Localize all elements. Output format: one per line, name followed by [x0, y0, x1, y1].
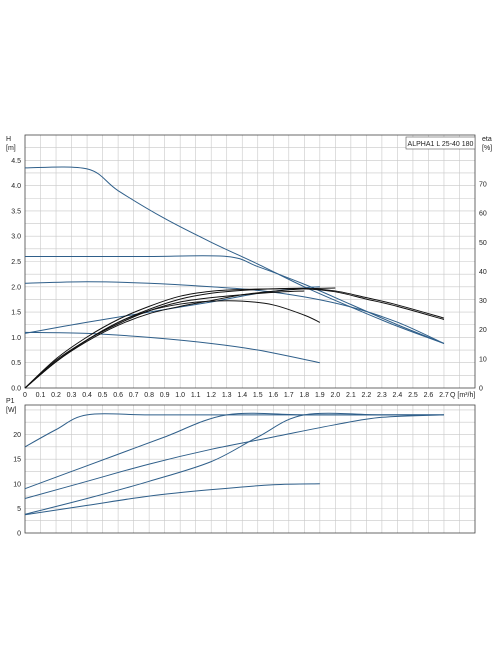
- power-curve-2: [24, 412, 444, 490]
- y2-tick-label-eta: 70: [479, 181, 487, 188]
- x-tick-label: 1.5: [253, 392, 263, 399]
- x-tick-label: 1.0: [175, 392, 185, 399]
- y-tick-label-power: 20: [13, 432, 21, 439]
- x-tick-label: 0.8: [144, 392, 154, 399]
- x-tick-label: 0.1: [36, 392, 46, 399]
- x-tick-label: 0: [23, 392, 27, 399]
- model-label: ALPHA1 L 25-40 180: [408, 141, 474, 148]
- bottom-plot-grid: [25, 405, 475, 533]
- y-tick-label-power: 5: [17, 506, 21, 513]
- x-tick-label: 2.5: [408, 392, 418, 399]
- y2-axis-label-eta: eta [%]: [482, 136, 492, 152]
- head-curve-2: [25, 255, 445, 344]
- y-tick-label-head: 0.0: [11, 386, 21, 393]
- eta-curve-9: [24, 300, 321, 389]
- y-tick-label-head: 2.5: [11, 259, 21, 266]
- power-curve-5: [24, 483, 320, 516]
- y-tick-label-power: 0: [17, 531, 21, 538]
- x-tick-label: 0.9: [160, 392, 170, 399]
- y-axis-label-power: P1 [W]: [6, 398, 17, 414]
- power-curve-1: [24, 413, 444, 448]
- top-plot-grid: [25, 135, 475, 388]
- head-curve-4: [24, 286, 320, 334]
- y2-tick-label-eta: 30: [479, 298, 487, 305]
- head-curve-5: [24, 331, 320, 364]
- eta-curve-8: [24, 290, 305, 389]
- top-plot-frame: [24, 134, 476, 389]
- x-tick-label: 0.2: [51, 392, 61, 399]
- y2-tick-label-eta: 60: [479, 211, 487, 218]
- y-tick-label-power: 10: [13, 481, 21, 488]
- y-tick-label-head: 1.0: [11, 335, 21, 342]
- x-tick-label: 0.3: [67, 392, 77, 399]
- y2-tick-label-eta: 0: [479, 386, 483, 393]
- x-tick-label: 1.6: [268, 392, 278, 399]
- x-tick-label: 1.8: [299, 392, 309, 399]
- head-curve-3: [24, 281, 445, 344]
- y-tick-label-head: 1.5: [11, 310, 21, 317]
- y2-tick-label-eta: 40: [479, 269, 487, 276]
- y-tick-label-head: 2.0: [11, 284, 21, 291]
- x-tick-label: 2.7: [439, 392, 449, 399]
- y-tick-label-head: 3.0: [11, 234, 21, 241]
- x-tick-label: 0.5: [98, 392, 108, 399]
- axis-ticks: 0 0.1 0.2 0.3 0.4 0.5 0.6 0.7 0.8 0.9 1.0 1.1 1.2 1.3…: [11, 158, 487, 538]
- eta-curve-7: [24, 287, 445, 389]
- y2-tick-label-eta: 50: [479, 240, 487, 247]
- x-tick-label: 1.9: [315, 392, 325, 399]
- x-tick-label: 2.1: [346, 392, 356, 399]
- bottom-plot-curves: [24, 412, 444, 516]
- y-tick-label-power: 15: [13, 457, 21, 464]
- x-tick-label: 2.4: [393, 392, 403, 399]
- x-tick-label: 2.0: [330, 392, 340, 399]
- x-axis-label: Q [m³/h]: [450, 392, 475, 399]
- x-tick-label: 2.2: [362, 392, 372, 399]
- y-axis-label-head: H [m]: [6, 136, 16, 152]
- x-tick-label: 0.6: [113, 392, 123, 399]
- power-curve-4: [24, 412, 444, 515]
- top-plot-curves: [24, 166, 445, 389]
- x-tick-label: 1.7: [284, 392, 294, 399]
- y-tick-label-head: 4.5: [11, 158, 21, 165]
- x-tick-label: 0.4: [82, 392, 92, 399]
- x-tick-label: 2.6: [424, 392, 434, 399]
- bottom-plot-frame: [24, 404, 476, 534]
- x-tick-label: 2.3: [377, 392, 387, 399]
- y2-tick-label-eta: 10: [479, 356, 487, 363]
- y-tick-label-head: 3.5: [11, 208, 21, 215]
- head-curve-1: [24, 166, 445, 344]
- x-tick-label: 1.3: [222, 392, 232, 399]
- eta-curve-6: [24, 288, 445, 389]
- x-tick-label: 1.4: [237, 392, 247, 399]
- power-curve-3: [24, 414, 444, 500]
- y2-tick-label-eta: 20: [479, 327, 487, 334]
- y-tick-label-head: 0.5: [11, 360, 21, 367]
- x-tick-label: 1.1: [191, 392, 201, 399]
- y-tick-label-head: 4.0: [11, 183, 21, 190]
- x-tick-label: 0.7: [129, 392, 139, 399]
- model-label-box: [405, 136, 476, 150]
- eta-curve-10: [24, 287, 336, 389]
- x-tick-label: 1.2: [206, 392, 216, 399]
